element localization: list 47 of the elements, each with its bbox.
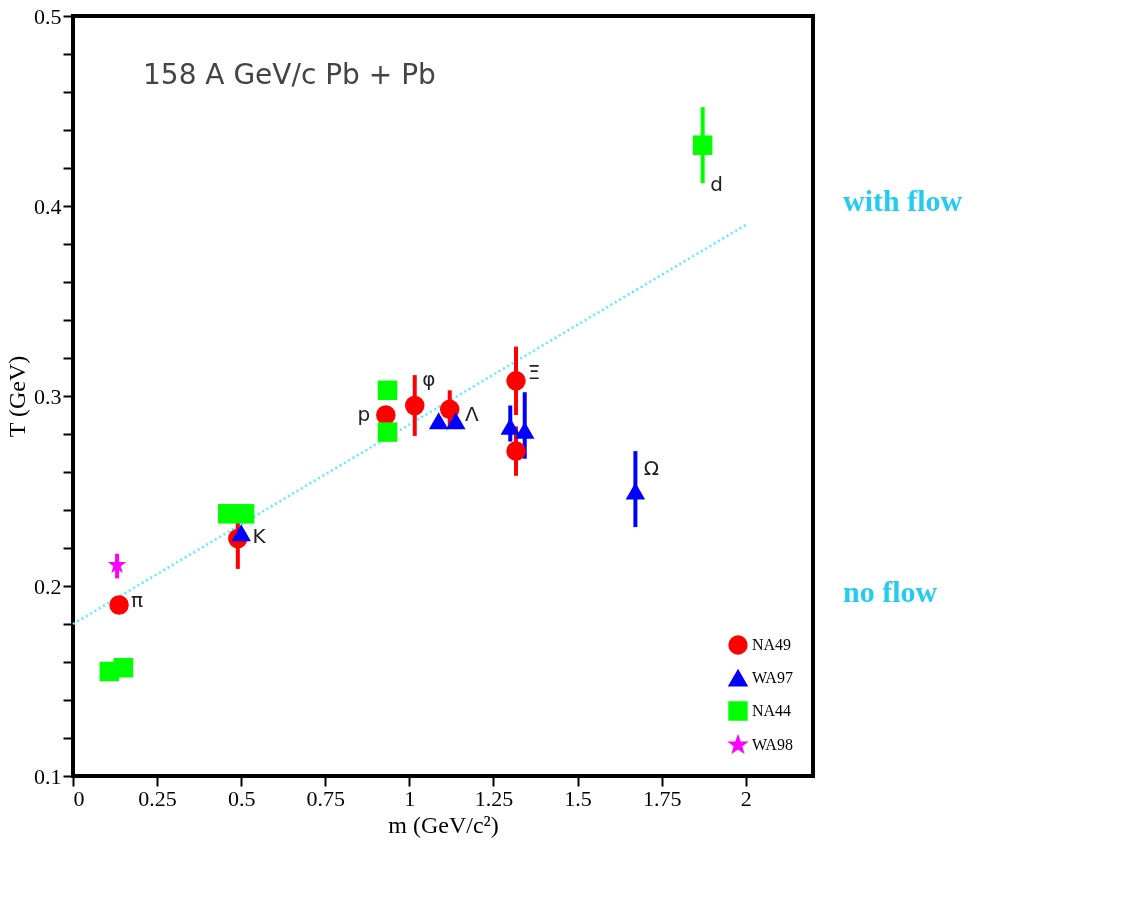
y-tick-label: 0.5 (34, 3, 62, 29)
point (405, 395, 425, 416)
point (500, 417, 521, 435)
x-tick-label: 1.25 (474, 785, 514, 811)
point (446, 412, 466, 430)
point (506, 441, 526, 461)
y-tick-label: 0.2 (34, 573, 62, 599)
x-tick-label: 1.5 (564, 785, 592, 811)
text: no flow (843, 575, 938, 608)
point (113, 657, 134, 678)
x-tick-label: 1.75 (642, 785, 682, 811)
text: with flow (843, 184, 963, 217)
x-tick-label: 1 (404, 785, 416, 811)
x-tick-label: 0.75 (306, 785, 346, 811)
y-tick-label: 0.3 (34, 383, 62, 409)
point (428, 412, 449, 430)
legend-label: WA98 (752, 736, 793, 753)
x-tick-label: 2 (740, 785, 752, 811)
annotation: p (357, 402, 371, 426)
x-tick-label: 0 (73, 785, 85, 811)
point (234, 504, 255, 524)
x-tick-label: 0.5 (227, 785, 256, 811)
point (625, 482, 646, 500)
point (506, 371, 526, 391)
y-tick-label: 0.4 (34, 193, 62, 219)
point (377, 422, 398, 442)
legend-label: NA44 (752, 702, 792, 719)
annotation: Λ (464, 401, 479, 426)
annotation: d (710, 172, 724, 197)
annotation: Ξ (527, 359, 541, 384)
legend-label: WA97 (752, 669, 793, 686)
legend-label: NA49 (752, 636, 792, 653)
point (377, 380, 398, 401)
x-axis-title: m (GeV/c²) (388, 811, 499, 838)
annotation: π (131, 588, 144, 612)
point (514, 421, 535, 439)
annotation: φ (422, 366, 436, 391)
point (109, 595, 129, 615)
x-tick-label: 0.25 (138, 785, 177, 811)
y-tick-label: 0.1 (34, 763, 62, 789)
point (439, 399, 460, 420)
annotation: Ω (643, 456, 660, 480)
y-axis-title: T (GeV) (4, 355, 30, 438)
point (692, 135, 713, 155)
annotation: 158 A GeV/c Pb + Pb (143, 58, 436, 91)
annotation: K (252, 523, 267, 548)
point (231, 524, 251, 542)
